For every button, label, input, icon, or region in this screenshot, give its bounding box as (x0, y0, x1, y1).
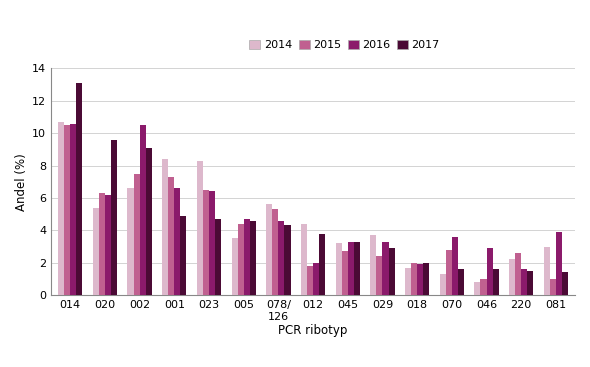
X-axis label: PCR ribotyp: PCR ribotyp (278, 324, 348, 337)
Bar (527, 271, 533, 295)
Bar (515, 253, 521, 295)
Bar (389, 248, 395, 295)
Bar (99, 193, 105, 295)
Bar (521, 269, 527, 295)
Bar (93, 208, 99, 295)
Bar (382, 242, 389, 295)
Bar (76, 83, 83, 295)
Bar (313, 263, 319, 295)
Bar (140, 125, 146, 295)
Bar (417, 264, 423, 295)
Bar (266, 204, 273, 295)
Bar (550, 279, 556, 295)
Bar (146, 148, 152, 295)
Bar (544, 247, 550, 295)
Bar (446, 250, 452, 295)
Bar (307, 266, 313, 295)
Bar (238, 224, 244, 295)
Bar (231, 239, 238, 295)
Y-axis label: Andel (%): Andel (%) (15, 153, 28, 211)
Bar (562, 272, 568, 295)
Bar (342, 251, 348, 295)
Bar (181, 216, 186, 295)
Bar (301, 224, 307, 295)
Bar (244, 219, 250, 295)
Bar (105, 195, 111, 295)
Bar (250, 221, 256, 295)
Bar (197, 161, 203, 295)
Bar (371, 235, 376, 295)
Bar (480, 279, 487, 295)
Bar (168, 177, 174, 295)
Bar (127, 188, 133, 295)
Bar (273, 209, 278, 295)
Bar (405, 268, 411, 295)
Bar (452, 237, 458, 295)
Bar (474, 282, 480, 295)
Bar (58, 122, 64, 295)
Bar (509, 259, 515, 295)
Bar (487, 248, 493, 295)
Bar (284, 225, 290, 295)
Bar (423, 263, 430, 295)
Bar (133, 174, 140, 295)
Bar (215, 219, 221, 295)
Bar (209, 192, 215, 295)
Bar (493, 269, 499, 295)
Bar (174, 188, 181, 295)
Bar (458, 269, 464, 295)
Bar (440, 274, 446, 295)
Bar (556, 232, 562, 295)
Bar (411, 263, 417, 295)
Bar (278, 221, 284, 295)
Bar (64, 125, 70, 295)
Bar (348, 242, 354, 295)
Bar (336, 243, 342, 295)
Bar (376, 256, 382, 295)
Bar (203, 190, 209, 295)
Bar (319, 233, 325, 295)
Bar (111, 140, 117, 295)
Legend: 2014, 2015, 2016, 2017: 2014, 2015, 2016, 2017 (245, 36, 444, 55)
Bar (162, 159, 168, 295)
Bar (70, 124, 76, 295)
Bar (354, 242, 360, 295)
